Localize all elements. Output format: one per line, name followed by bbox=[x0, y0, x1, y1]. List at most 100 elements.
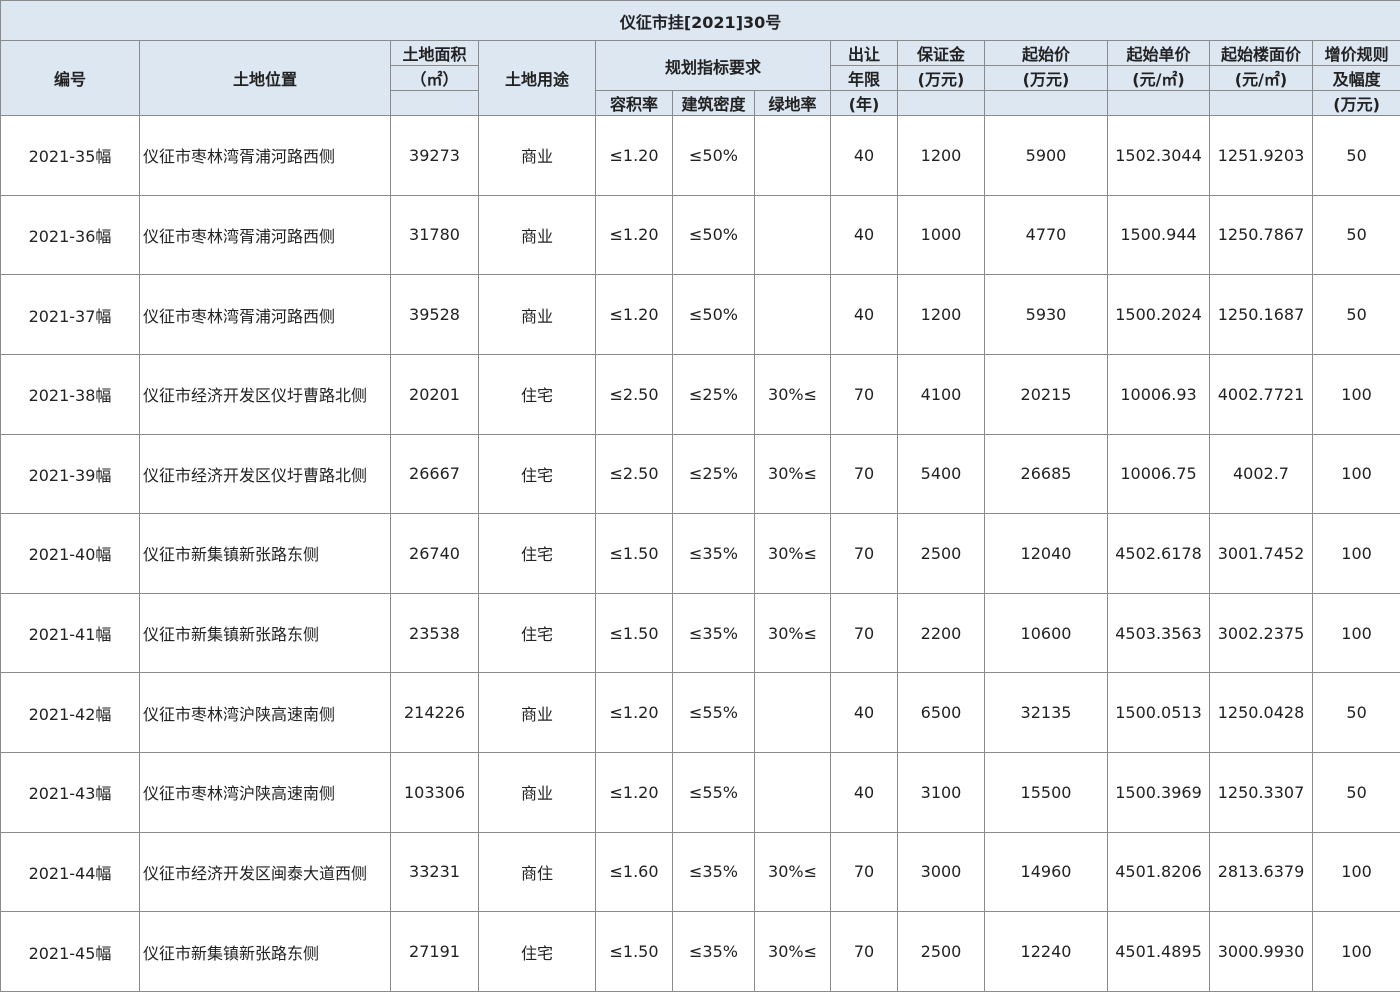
table-cell: 2500 bbox=[897, 911, 985, 992]
table-cell: 12040 bbox=[984, 513, 1108, 594]
table-cell: 仪征市新集镇新张路东侧 bbox=[139, 911, 391, 992]
table-cell: 仪征市经济开发区仪圩曹路北侧 bbox=[139, 353, 391, 435]
table-cell bbox=[754, 194, 831, 276]
table-cell: 70 bbox=[830, 831, 898, 913]
table-cell: 30%≤ bbox=[754, 592, 831, 674]
table-cell: 3000.9930 bbox=[1209, 911, 1313, 992]
table-cell: ≤1.20 bbox=[595, 194, 673, 276]
table-cell: 100 bbox=[1311, 433, 1400, 515]
header-cell: 规划指标要求 bbox=[595, 40, 831, 91]
table-cell: 3002.2375 bbox=[1209, 592, 1313, 674]
table-cell bbox=[754, 274, 831, 355]
table-cell: 4501.8206 bbox=[1107, 831, 1210, 913]
table-cell: 70 bbox=[830, 592, 898, 674]
table-cell: 1500.2024 bbox=[1107, 274, 1210, 355]
table-cell: 26740 bbox=[390, 513, 479, 594]
table-cell: 10006.75 bbox=[1107, 433, 1210, 515]
header-cell: (年) bbox=[830, 90, 898, 116]
table-cell: 5930 bbox=[984, 274, 1108, 355]
table-cell: ≤2.50 bbox=[595, 433, 673, 515]
table-cell: ≤25% bbox=[672, 353, 755, 435]
header-cell: 出让 bbox=[830, 40, 898, 66]
table-cell: 1200 bbox=[897, 274, 985, 355]
table-cell bbox=[754, 672, 831, 753]
table-cell: 仪征市经济开发区仪圩曹路北侧 bbox=[139, 433, 391, 515]
header-cell: 及幅度 bbox=[1311, 65, 1400, 91]
table-cell: 31780 bbox=[390, 194, 479, 276]
header-cell: （㎡） bbox=[390, 65, 479, 91]
table-cell: 70 bbox=[830, 911, 898, 992]
table-cell: 30%≤ bbox=[754, 513, 831, 594]
table-cell: 4501.4895 bbox=[1107, 911, 1210, 992]
table-cell: 2500 bbox=[897, 513, 985, 594]
table-cell: 50 bbox=[1311, 115, 1400, 196]
table-cell: ≤2.50 bbox=[595, 353, 673, 435]
header-cell: 绿地率 bbox=[754, 90, 831, 116]
table-row: 2021-40幅 仪征市新集镇新张路东侧 26740 住宅 ≤1.50 ≤35% 30%≤ 7… bbox=[0, 513, 1400, 594]
table-cell: 10006.93 bbox=[1107, 353, 1210, 435]
table-row: 2021-35幅 仪征市枣林湾胥浦河路西侧 39273 商业 ≤1.20 ≤50% 40 12… bbox=[0, 115, 1400, 196]
table-cell: 商业 bbox=[478, 672, 596, 753]
table-cell: ≤35% bbox=[672, 831, 755, 913]
table-cell: 1251.9203 bbox=[1209, 115, 1313, 196]
table-cell: 4770 bbox=[984, 194, 1108, 276]
table-row: 2021-43幅 仪征市枣林湾沪陕高速南侧 103306 商业 ≤1.20 ≤55% 40 3… bbox=[0, 752, 1400, 833]
table-cell: 40 bbox=[830, 115, 898, 196]
table-cell: 23538 bbox=[390, 592, 479, 674]
header-cell: 起始单价 bbox=[1107, 40, 1210, 66]
table-cell: 1500.944 bbox=[1107, 194, 1210, 276]
table-cell: 1502.3044 bbox=[1107, 115, 1210, 196]
table-cell: 4503.3563 bbox=[1107, 592, 1210, 674]
table-cell: 住宅 bbox=[478, 433, 596, 515]
table-cell: 1250.3307 bbox=[1209, 752, 1313, 833]
table-cell: 1250.0428 bbox=[1209, 672, 1313, 753]
table-cell: 39528 bbox=[390, 274, 479, 355]
table-cell: 70 bbox=[830, 353, 898, 435]
table-row: 2021-42幅 仪征市枣林湾沪陕高速南侧 214226 商业 ≤1.20 ≤55% 40 6… bbox=[0, 672, 1400, 753]
header-cell bbox=[984, 90, 1108, 116]
table-cell: 3100 bbox=[897, 752, 985, 833]
header-cell: 土地面积 bbox=[390, 40, 479, 66]
table-cell: 30%≤ bbox=[754, 831, 831, 913]
table-cell: 39273 bbox=[390, 115, 479, 196]
table-cell: 5400 bbox=[897, 433, 985, 515]
table-cell: 1200 bbox=[897, 115, 985, 196]
table-cell: ≤1.50 bbox=[595, 911, 673, 992]
table-cell: 10600 bbox=[984, 592, 1108, 674]
table-cell: 33231 bbox=[390, 831, 479, 913]
header-cell: 容积率 bbox=[595, 90, 673, 116]
table-cell: 1500.3969 bbox=[1107, 752, 1210, 833]
table-cell: 4100 bbox=[897, 353, 985, 435]
table-cell: 4502.6178 bbox=[1107, 513, 1210, 594]
table-cell: ≤55% bbox=[672, 752, 755, 833]
header-cell: 建筑密度 bbox=[672, 90, 755, 116]
header-cell bbox=[390, 90, 479, 116]
table-cell: 26685 bbox=[984, 433, 1108, 515]
table-cell: 住宅 bbox=[478, 592, 596, 674]
table-cell: 仪征市新集镇新张路东侧 bbox=[139, 513, 391, 594]
table-cell: ≤50% bbox=[672, 115, 755, 196]
table-cell: 住宅 bbox=[478, 353, 596, 435]
table-cell: 100 bbox=[1311, 513, 1400, 594]
table-cell: ≤35% bbox=[672, 592, 755, 674]
table-cell: ≤25% bbox=[672, 433, 755, 515]
header-cell: 土地位置 bbox=[139, 40, 391, 116]
table-cell: 100 bbox=[1311, 831, 1400, 913]
table-title: 仪征市挂[2021]30号 bbox=[0, 0, 1400, 41]
table-cell: 103306 bbox=[390, 752, 479, 833]
table-cell: 2021-37幅 bbox=[0, 274, 140, 355]
table-cell: 4002.7721 bbox=[1209, 353, 1313, 435]
table-header: 仪征市挂[2021]30号 编号 土地位置 土地面积 土地用途 规划指标要求 出… bbox=[0, 0, 1400, 116]
table-cell: 50 bbox=[1311, 752, 1400, 833]
table-cell: 商住 bbox=[478, 831, 596, 913]
table-cell: 40 bbox=[830, 752, 898, 833]
table-cell: 2200 bbox=[897, 592, 985, 674]
table-cell: 2021-40幅 bbox=[0, 513, 140, 594]
table-cell: ≤55% bbox=[672, 672, 755, 753]
table-cell: 6500 bbox=[897, 672, 985, 753]
header-cell: 年限 bbox=[830, 65, 898, 91]
header-cell: 编号 bbox=[0, 40, 140, 116]
table-cell: 70 bbox=[830, 433, 898, 515]
